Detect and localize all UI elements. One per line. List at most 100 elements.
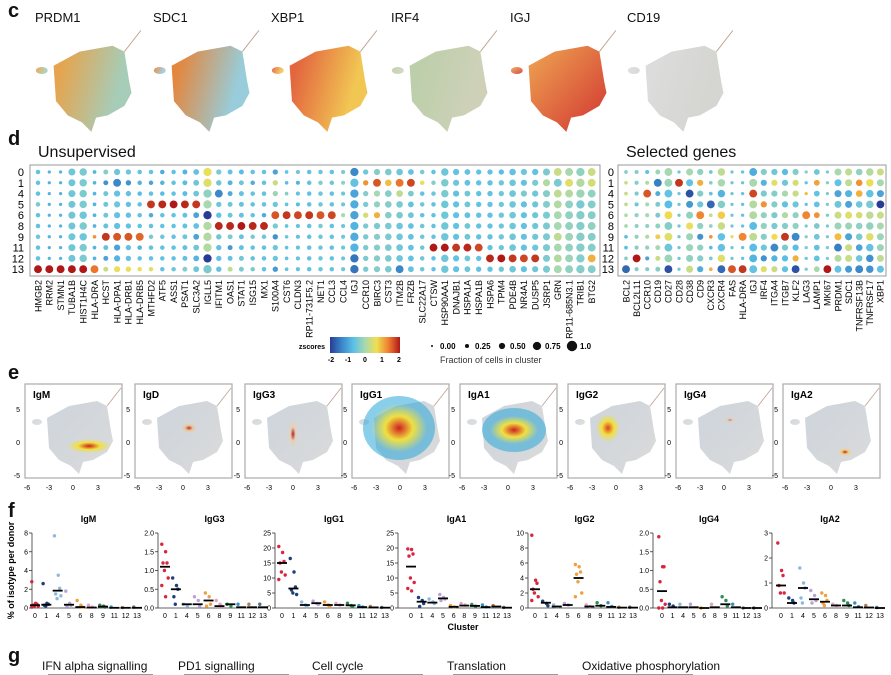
dot-ccl3-cluster-4	[329, 191, 335, 196]
dot-bcl2l11-cluster-13	[634, 267, 639, 272]
dot-bcl2-cluster-11	[624, 245, 628, 250]
dot-hsp90aa1-cluster-12	[441, 254, 449, 263]
dot-tuba1b-cluster-8	[68, 222, 76, 230]
dot-hist1h4c-cluster-13	[79, 265, 88, 274]
dot-cd27-cluster-6	[664, 211, 673, 220]
y-tick-label: 6	[24, 549, 28, 556]
scatter-plot-igg4: IgG4 0.0 0.5 1.0 1.5 2.0 0 1 4 5 6 8 9 11 12 13	[639, 514, 762, 620]
dot-prdm1-cluster-5	[834, 200, 842, 208]
x-tick-label-cluster-6: 6	[577, 613, 581, 620]
dot-tnfrsf17-cluster-4	[866, 189, 874, 198]
dot-tnfrsf13b-cluster-13	[855, 265, 864, 274]
dot-stat1-cluster-9	[238, 234, 244, 240]
dot-lamp1-cluster-5	[813, 201, 820, 208]
x-tick: 0	[181, 485, 185, 492]
row-label-cluster-11: 11	[603, 243, 614, 255]
dot-cldn3-cluster-12	[295, 256, 300, 261]
dot-hla-drb5-cluster-1	[137, 180, 142, 186]
y-tick-label: 0	[520, 606, 524, 613]
data-point-cluster-4	[427, 597, 431, 601]
dot-ccr10-cluster-9	[645, 234, 650, 239]
dot-frzb-cluster-5	[408, 201, 414, 208]
dot-cd38-cluster-13	[686, 265, 694, 273]
dot-frzb-cluster-6	[408, 212, 414, 219]
dot-igj-cluster-8	[350, 221, 359, 231]
dot-oas1-cluster-12	[227, 255, 233, 261]
y-tick: 0	[451, 440, 455, 447]
dot-tnfrsf17-cluster-6	[866, 211, 874, 219]
x-tick-label-cluster-1: 1	[544, 613, 548, 620]
dot-ccl3-cluster-12	[329, 256, 335, 261]
dot-mthfd2-cluster-13	[148, 266, 154, 272]
data-point-cluster-6	[822, 603, 827, 608]
dot-itgb7-cluster-9	[781, 232, 789, 241]
data-point-cluster-0	[659, 598, 664, 603]
umap-trajectory-line	[649, 387, 665, 407]
x-tick: 3	[423, 485, 427, 492]
dot-ifitm1-cluster-4	[214, 189, 223, 198]
dot-igj-cluster-4	[749, 189, 758, 198]
umap-title-sdc1: SDC1	[153, 10, 188, 25]
dot-igj-cluster-13	[350, 265, 359, 274]
dot-frzb-cluster-1	[406, 178, 415, 187]
dot-ctsw-cluster-9	[431, 234, 436, 240]
dot-hspa1b-cluster-0	[476, 169, 482, 175]
dot-itgb7-cluster-5	[781, 201, 789, 208]
gene-label-grn: GRN	[553, 280, 563, 300]
dot-dnajb1-cluster-4	[453, 190, 460, 197]
dot-hsp90aa1-cluster-0	[441, 168, 449, 176]
plot-title: IgD	[143, 390, 159, 401]
dot-trib1-cluster-12	[576, 254, 585, 263]
y-tick-label: 10	[386, 576, 394, 583]
dot-lamp1-cluster-12	[813, 255, 820, 262]
dot-slc22a17-cluster-12	[419, 256, 425, 261]
data-point-cluster-0	[530, 598, 534, 603]
x-tick-label-cluster-13: 13	[259, 613, 267, 620]
dot-isg15-cluster-12	[250, 256, 255, 261]
dot-mx1-cluster-0	[261, 169, 267, 175]
dot-hcst-cluster-9	[101, 232, 110, 241]
dot-cd28-cluster-5	[677, 202, 681, 207]
zscore-tick: -1	[345, 357, 351, 364]
gene-label-ccl4: CCL4	[338, 280, 348, 303]
dot-hla-drb1-cluster-8	[125, 223, 132, 229]
dot-cxcr3-cluster-5	[706, 200, 715, 209]
dot-hla-dra-cluster-13	[738, 265, 747, 274]
dot-itm2b-cluster-0	[396, 168, 403, 176]
dot-ass1-cluster-4	[171, 191, 176, 196]
y-tick-label: 0	[764, 606, 768, 613]
data-point-cluster-8	[214, 598, 218, 603]
x-tick-label-cluster-1: 1	[790, 613, 794, 620]
umap-cluster-shape	[698, 401, 764, 474]
dot-cxcr4-cluster-6	[717, 211, 726, 219]
dot-lamp1-cluster-8	[813, 223, 820, 229]
dot-cd38-cluster-8	[686, 222, 694, 230]
dot-igll5-cluster-1	[203, 178, 212, 187]
row-label-cluster-6: 6	[608, 210, 614, 222]
gene-label-tuba1b: TUBA1B	[67, 280, 77, 315]
dot-ctsw-cluster-5	[431, 202, 436, 207]
dot-nr4a1-cluster-13	[520, 266, 528, 273]
dot-isg15-cluster-9	[250, 234, 255, 240]
x-tick-label-cluster-0: 0	[280, 613, 284, 620]
dot-cxcr4-cluster-12	[717, 254, 726, 263]
dot-hspa1b-cluster-4	[476, 190, 482, 197]
dot-slc3a2-cluster-8	[193, 223, 200, 229]
x-tick-label-cluster-5: 5	[692, 613, 696, 620]
gene-label-hsp90aa1: HSP90AA1	[440, 280, 450, 326]
dot-ifitm1-cluster-1	[216, 180, 222, 186]
gene-label-hspa6: HSPA6	[485, 280, 495, 309]
dot-tnfrsf17-cluster-1	[866, 179, 874, 187]
data-point-cluster-0	[407, 554, 411, 558]
dot-stmn1-cluster-12	[58, 256, 63, 261]
dot-itga4-cluster-13	[771, 266, 778, 273]
gene-label-ass1: ASS1	[169, 280, 179, 303]
dot-slc3a2-cluster-0	[193, 169, 200, 175]
dot-ass1-cluster-9	[171, 234, 176, 240]
dot-psat1-cluster-11	[182, 245, 188, 251]
y-tick: 0	[559, 440, 563, 447]
umap-satellite-cluster	[683, 419, 693, 425]
dot-cd19-cluster-13	[655, 266, 661, 272]
dot-ctsw-cluster-6	[431, 212, 436, 218]
data-point-cluster-9	[724, 598, 728, 603]
